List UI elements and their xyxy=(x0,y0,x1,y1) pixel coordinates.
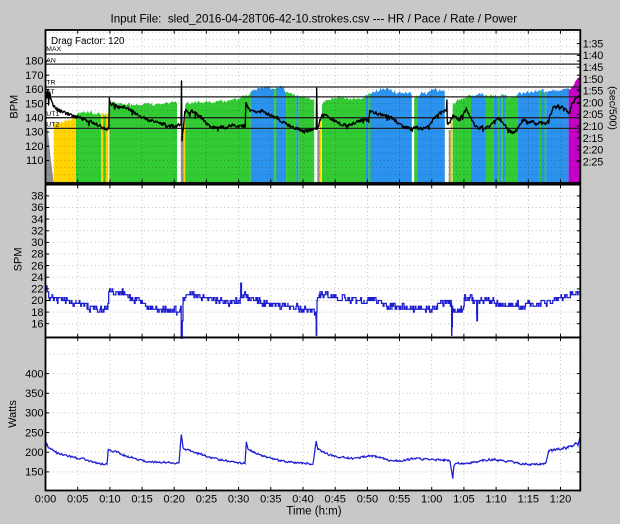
svg-text:AN: AN xyxy=(46,57,56,64)
svg-text:Watts: Watts xyxy=(7,400,19,428)
svg-text:2:00: 2:00 xyxy=(583,97,603,109)
svg-text:300: 300 xyxy=(25,408,43,420)
svg-text:Input File: sled_2016-04-28T0: Input File: sled_2016-04-28T06-42-10.str… xyxy=(110,12,517,25)
svg-text:150: 150 xyxy=(25,98,43,110)
svg-text:0:15: 0:15 xyxy=(131,493,152,505)
svg-text:16: 16 xyxy=(31,318,43,330)
svg-text:AT: AT xyxy=(46,89,54,96)
svg-text:34: 34 xyxy=(31,214,43,226)
svg-text:0:25: 0:25 xyxy=(196,493,217,505)
svg-text:UT1: UT1 xyxy=(46,111,59,118)
svg-text:32: 32 xyxy=(31,226,43,238)
svg-text:0:45: 0:45 xyxy=(324,493,345,505)
svg-text:TR: TR xyxy=(46,80,55,87)
svg-text:120: 120 xyxy=(25,141,43,153)
svg-text:2:15: 2:15 xyxy=(583,133,603,145)
svg-text:0:35: 0:35 xyxy=(260,493,281,505)
svg-text:400: 400 xyxy=(25,368,43,380)
svg-text:28: 28 xyxy=(31,249,43,261)
svg-text:0:55: 0:55 xyxy=(389,493,410,505)
svg-text:MAX: MAX xyxy=(46,46,61,53)
svg-text:38: 38 xyxy=(31,191,43,203)
svg-text:0:30: 0:30 xyxy=(228,493,249,505)
svg-text:1:45: 1:45 xyxy=(583,62,603,74)
svg-text:1:40: 1:40 xyxy=(583,50,603,62)
svg-text:1:10: 1:10 xyxy=(485,493,506,505)
svg-text:350: 350 xyxy=(25,388,43,400)
svg-text:170: 170 xyxy=(25,70,43,82)
svg-text:0:05: 0:05 xyxy=(67,493,88,505)
svg-text:2:05: 2:05 xyxy=(583,109,603,121)
svg-text:Drag Factor: 120: Drag Factor: 120 xyxy=(51,36,125,47)
svg-text:0:50: 0:50 xyxy=(357,493,378,505)
svg-text:2:25: 2:25 xyxy=(583,156,603,168)
svg-text:2:20: 2:20 xyxy=(583,145,603,157)
svg-text:24: 24 xyxy=(31,272,43,284)
svg-text:180: 180 xyxy=(25,56,43,68)
svg-text:36: 36 xyxy=(31,202,43,214)
svg-text:30: 30 xyxy=(31,237,43,249)
svg-text:22: 22 xyxy=(31,284,43,296)
svg-text:0:40: 0:40 xyxy=(292,493,313,505)
svg-text:160: 160 xyxy=(25,84,43,96)
svg-text:18: 18 xyxy=(31,307,43,319)
svg-text:200: 200 xyxy=(25,447,43,459)
svg-text:0:00: 0:00 xyxy=(35,493,56,505)
svg-text:140: 140 xyxy=(25,113,43,125)
svg-text:(sec/500): (sec/500) xyxy=(607,86,619,130)
svg-text:0:10: 0:10 xyxy=(99,493,120,505)
svg-text:130: 130 xyxy=(25,127,43,139)
svg-text:1:55: 1:55 xyxy=(583,86,603,98)
svg-text:250: 250 xyxy=(25,427,43,439)
svg-text:1:20: 1:20 xyxy=(550,493,571,505)
svg-text:1:05: 1:05 xyxy=(453,493,474,505)
svg-text:2:10: 2:10 xyxy=(583,121,603,133)
svg-text:SPM: SPM xyxy=(13,247,25,271)
svg-text:1:50: 1:50 xyxy=(583,74,603,86)
svg-text:110: 110 xyxy=(26,155,44,167)
svg-text:Time (h:m): Time (h:m) xyxy=(286,506,341,518)
svg-text:1:15: 1:15 xyxy=(518,493,539,505)
svg-text:1:35: 1:35 xyxy=(583,38,603,50)
svg-text:20: 20 xyxy=(31,295,43,307)
svg-text:26: 26 xyxy=(31,260,43,272)
svg-text:UT2: UT2 xyxy=(46,121,59,128)
svg-text:BPM: BPM xyxy=(9,95,21,119)
svg-text:150: 150 xyxy=(25,467,43,479)
svg-text:0:20: 0:20 xyxy=(163,493,184,505)
svg-text:1:00: 1:00 xyxy=(421,493,442,505)
